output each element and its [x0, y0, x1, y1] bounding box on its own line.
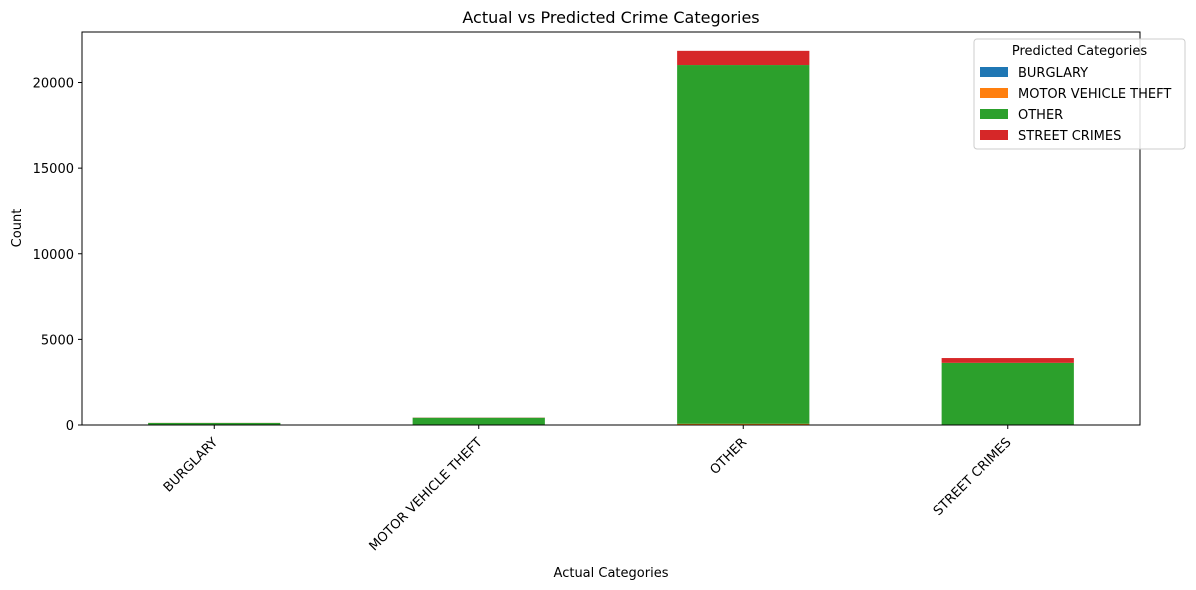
x-tick-label: OTHER: [708, 435, 751, 478]
plot-area: [148, 50, 1074, 425]
x-tick-label: MOTOR VEHICLE THEFT: [367, 435, 486, 554]
legend-swatch: [980, 130, 1008, 140]
bar-segment-other-motor-vehicle-theft: [677, 423, 810, 425]
y-tick-label: 5000: [41, 333, 74, 348]
y-tick-label: 15000: [33, 162, 74, 177]
legend-entry-label: MOTOR VEHICLE THEFT: [1018, 87, 1171, 102]
legend-title: Predicted Categories: [1012, 44, 1147, 59]
legend-frame: [973, 38, 1186, 150]
bar-segment-street-crimes-other: [941, 362, 1074, 425]
legend-swatch: [980, 88, 1008, 98]
bar-segment-other-other: [677, 65, 810, 424]
chart-title: Actual vs Predicted Crime Categories: [462, 8, 759, 27]
plot-frame: [81, 31, 1141, 426]
y-tick-label: 20000: [33, 77, 74, 92]
x-axis: BURGLARY MOTOR VEHICLE THEFT OTHER STREET C…: [161, 425, 1015, 554]
legend-swatch: [980, 109, 1008, 119]
x-tick-label: STREET CRIMES: [931, 435, 1015, 519]
bar-segment-street-crimes-street-crimes: [941, 358, 1074, 363]
legend-swatch: [980, 67, 1008, 77]
y-tick-label: 10000: [33, 248, 74, 263]
legend-entry-label: STREET CRIMES: [1018, 129, 1121, 144]
legend-entry-label: BURGLARY: [1018, 66, 1088, 81]
y-tick-label: 0: [66, 419, 74, 434]
bar-segment-motor-vehicle-theft-other: [412, 417, 545, 425]
bar-segment-burglary-other: [148, 422, 281, 425]
x-tick-label: BURGLARY: [161, 435, 221, 495]
y-axis-label: Count: [10, 209, 25, 248]
legend-entry-label: OTHER: [1018, 108, 1063, 123]
legend: Predicted Categories BURGLARY MOTOR VEHICL…: [973, 38, 1186, 150]
y-axis: 0 5000 10000 15000 20000: [33, 77, 82, 434]
bar-segment-other-street-crimes: [677, 50, 810, 66]
x-axis-label: Actual Categories: [554, 566, 669, 581]
